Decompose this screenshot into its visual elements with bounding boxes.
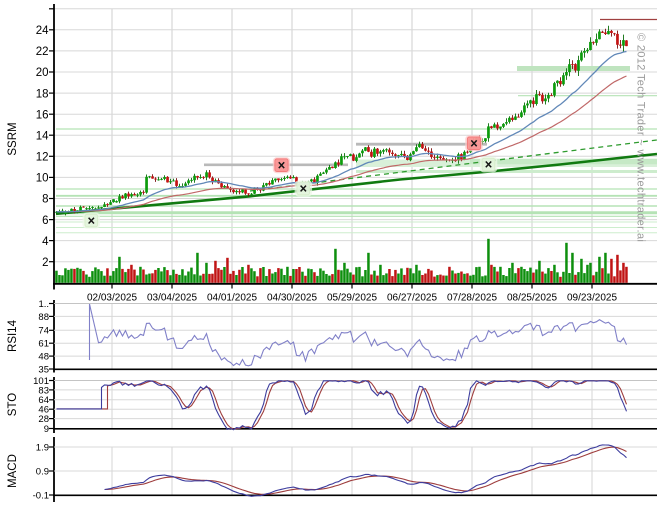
svg-text:2: 2 [42, 257, 48, 269]
svg-text:05/29/2025: 05/29/2025 [327, 293, 377, 304]
svg-text:9: 9 [44, 424, 49, 435]
svg-text:12: 12 [36, 152, 49, 164]
svg-text:09/23/2025: 09/23/2025 [567, 293, 617, 304]
svg-text:1.9: 1.9 [36, 442, 49, 453]
svg-text:18: 18 [36, 88, 49, 100]
svg-text:RSI14: RSI14 [7, 319, 19, 352]
svg-text:48: 48 [38, 352, 49, 363]
svg-text:74: 74 [38, 326, 49, 337]
svg-text:04/01/2025: 04/01/2025 [207, 293, 257, 304]
svg-text:61: 61 [38, 339, 49, 350]
svg-text:08/25/2025: 08/25/2025 [507, 293, 557, 304]
svg-text:88: 88 [38, 312, 49, 323]
svg-text:8: 8 [42, 194, 48, 206]
svg-text:35: 35 [38, 364, 49, 375]
svg-text:10: 10 [36, 173, 49, 185]
svg-text:4: 4 [42, 236, 49, 248]
svg-text:-0.1: -0.1 [33, 490, 49, 501]
svg-text:02/03/2025: 02/03/2025 [87, 293, 137, 304]
svg-text:24: 24 [36, 25, 49, 37]
svg-text:101: 101 [33, 376, 49, 387]
svg-text:22: 22 [36, 46, 49, 58]
svg-text:06/27/2025: 06/27/2025 [387, 293, 437, 304]
svg-text:83: 83 [38, 385, 49, 396]
svg-text:46: 46 [38, 405, 49, 416]
svg-text:6: 6 [42, 215, 48, 227]
svg-text:04/30/2025: 04/30/2025 [267, 293, 317, 304]
svg-text:1..: 1.. [38, 299, 49, 310]
svg-text:0.9: 0.9 [36, 466, 49, 477]
svg-text:07/28/2025: 07/28/2025 [447, 293, 497, 304]
svg-text:SSRM: SSRM [7, 122, 19, 155]
svg-text:MACD: MACD [7, 454, 19, 488]
svg-text:64: 64 [38, 395, 49, 406]
svg-text:28: 28 [38, 414, 49, 425]
svg-text:20: 20 [36, 67, 49, 79]
svg-text:14: 14 [36, 130, 49, 142]
svg-text:16: 16 [36, 109, 49, 121]
svg-text:© 2012 Tech Trader ~ www.techt: © 2012 Tech Trader ~ www.techtrader.ai [635, 33, 647, 242]
svg-text:STO: STO [7, 393, 19, 416]
svg-text:03/04/2025: 03/04/2025 [147, 293, 197, 304]
